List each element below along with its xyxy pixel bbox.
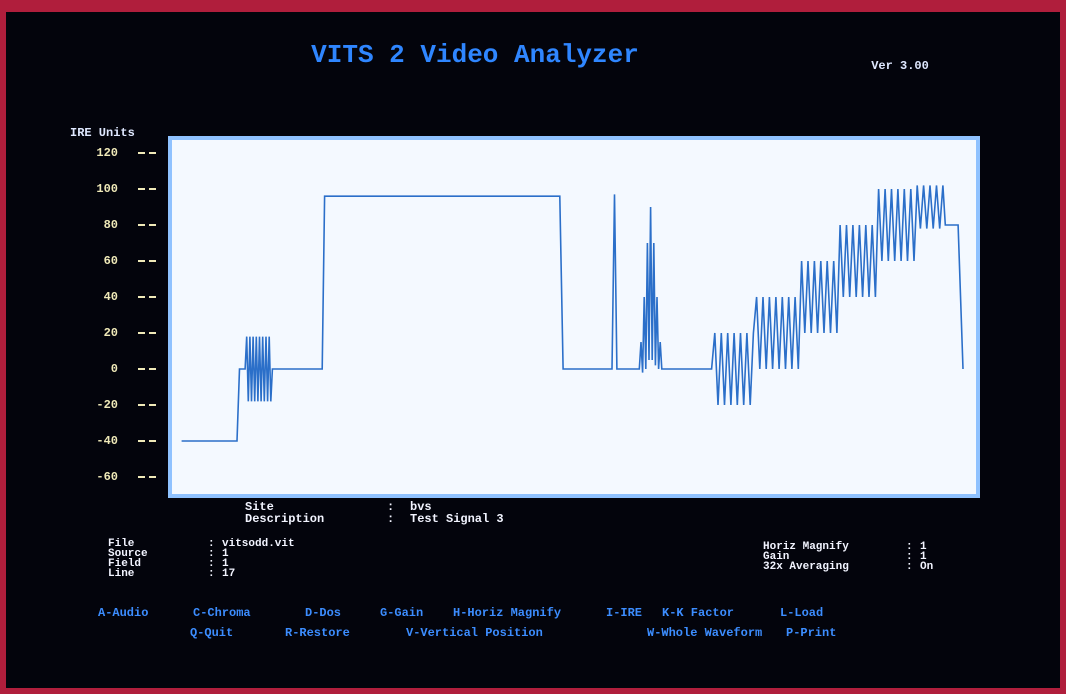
menu-command[interactable]: A-Audio — [98, 606, 148, 620]
separator: : — [387, 512, 394, 526]
y-tick-label: 20 — [104, 326, 118, 340]
menu-command[interactable]: P-Print — [786, 626, 836, 640]
plot-area — [170, 138, 978, 496]
menu-command[interactable]: L-Load — [780, 606, 823, 620]
y-tick-label: 100 — [96, 182, 118, 196]
y-tick-label: 80 — [104, 218, 118, 232]
menu-command[interactable]: W-Whole Waveform — [647, 626, 762, 640]
app-title: VITS 2 Video Analyzer — [311, 40, 639, 70]
setting-label: 32x Averaging — [763, 561, 849, 573]
y-axis-label: IRE Units — [70, 126, 135, 140]
y-tick-label: 60 — [104, 254, 118, 268]
file-label: Line — [108, 568, 135, 580]
setting-value: On — [920, 561, 933, 573]
y-tick-label: -20 — [96, 398, 118, 412]
menu-command[interactable]: K-K Factor — [662, 606, 734, 620]
separator: : — [208, 568, 215, 580]
version: Ver 3.00 — [871, 59, 929, 73]
menu-command[interactable]: Q-Quit — [190, 626, 233, 640]
menu-command[interactable]: D-Dos — [305, 606, 341, 620]
y-tick-label: -40 — [96, 434, 118, 448]
y-tick-label: 120 — [96, 146, 118, 160]
menu-command[interactable]: V-Vertical Position — [406, 626, 543, 640]
y-tick-label: 0 — [111, 362, 118, 376]
menu-command[interactable]: I-IRE — [606, 606, 642, 620]
file-value: 17 — [222, 568, 235, 580]
y-tick-label: 40 — [104, 290, 118, 304]
menu-command[interactable]: C-Chroma — [193, 606, 251, 620]
screen: VITS 2 Video Analyzer Ver 3.00 IRE Units… — [0, 0, 1066, 694]
signal-value: Test Signal 3 — [410, 512, 504, 526]
menu-command[interactable]: H-Horiz Magnify — [453, 606, 561, 620]
menu-command[interactable]: R-Restore — [285, 626, 350, 640]
file-value: vitsodd.vit — [222, 538, 295, 550]
separator: : — [906, 561, 913, 573]
menu-command[interactable]: G-Gain — [380, 606, 423, 620]
signal-label: Description — [245, 512, 324, 526]
y-tick-label: -60 — [96, 470, 118, 484]
